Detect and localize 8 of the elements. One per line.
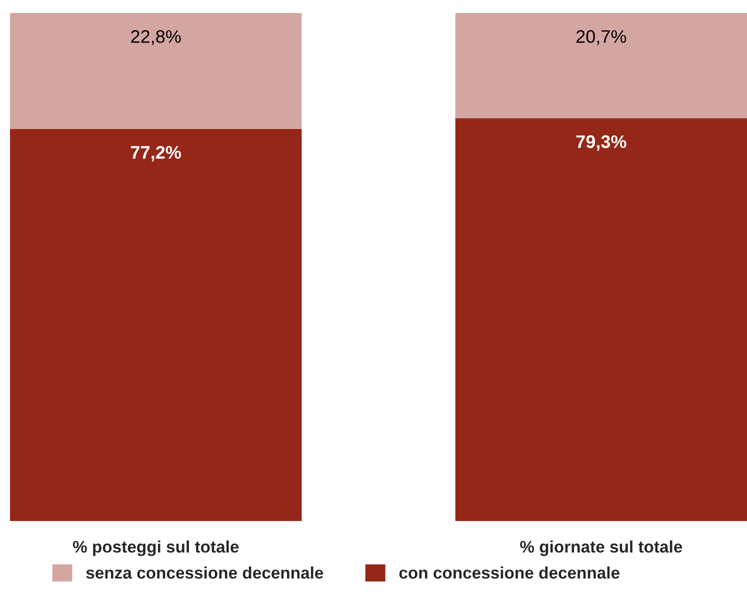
x-tick-label: % giornate sul totale [520, 540, 682, 556]
x-tick-label: % posteggi sul totale [72, 540, 239, 556]
legend-label: senza concessione decennale [86, 566, 324, 579]
legend-label: con concessione decennale [399, 566, 620, 579]
data-label: 79,3% [576, 135, 626, 151]
data-label: 77,2% [131, 146, 181, 162]
data-label: 20,7% [576, 30, 626, 46]
data-label: 22,8% [131, 30, 181, 46]
